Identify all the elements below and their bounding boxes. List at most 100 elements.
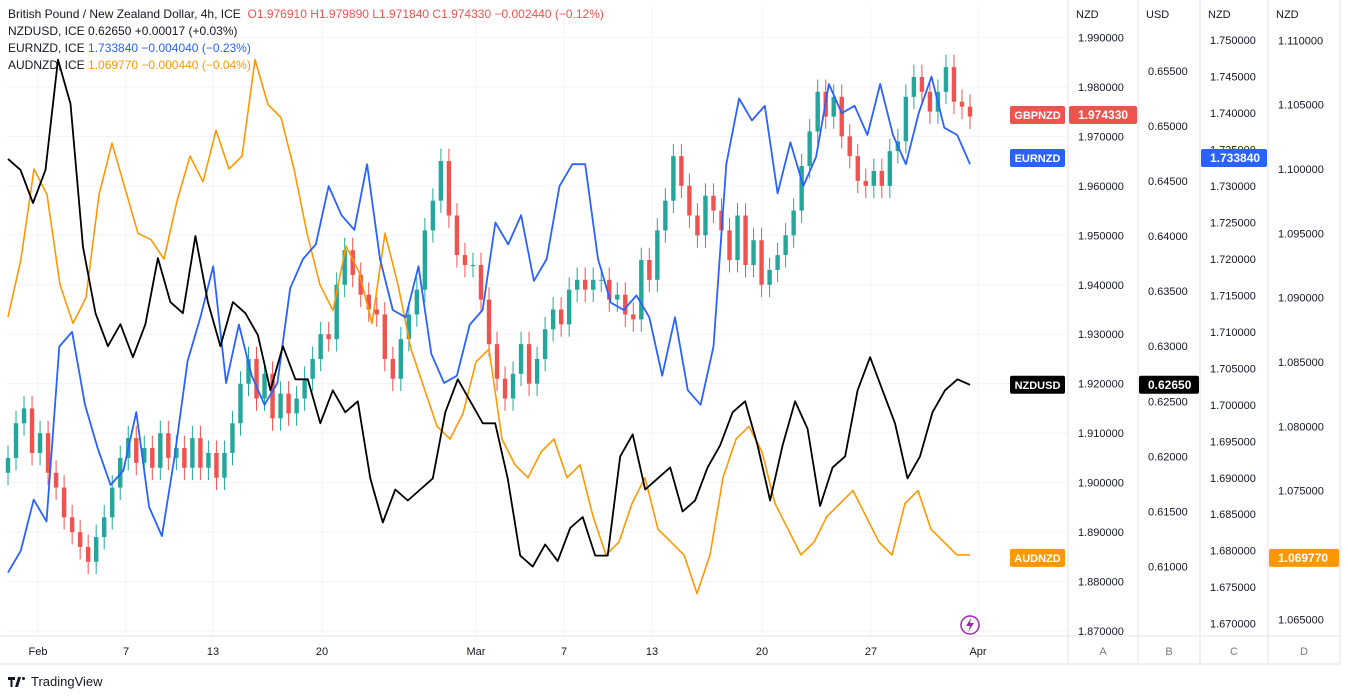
candle-body [286, 393, 291, 414]
time-tick-label: Mar [467, 646, 486, 658]
candle-body [919, 76, 925, 92]
candle-body [366, 294, 371, 310]
candle-body [174, 448, 179, 458]
lightning-icon-glyph [966, 618, 974, 632]
candle-body [182, 448, 187, 468]
eurnzd-line[interactable] [7, 75, 971, 574]
legend-row-audnzd[interactable]: AUDNZD, ICE 1.069770 −0.000440 (−0.04%) [8, 57, 604, 74]
price-tick-label: 0.61500 [1148, 506, 1188, 518]
time-tick-label: 7 [123, 646, 129, 658]
legend-series-name: AUDNZD, ICE [8, 58, 85, 72]
price-tick-label: 1.725000 [1210, 218, 1256, 230]
open-value: 1.976910 [256, 7, 307, 21]
last-price-value: 1.733840 [1210, 151, 1260, 165]
candle-body [13, 423, 19, 458]
nzdusd-line[interactable] [7, 58, 971, 568]
candle-body [518, 344, 524, 374]
tradingview-logo-icon [8, 676, 25, 687]
candle-body [775, 255, 780, 270]
candle-body [414, 289, 420, 315]
series-tag-audnzd[interactable] [1010, 548, 1065, 567]
price-scale-unit-C: NZD [1208, 9, 1231, 21]
candle-body [478, 264, 484, 300]
time-tick-label: 20 [316, 646, 328, 658]
candle-body [270, 373, 275, 419]
legend-series-value: 1.733840 [88, 41, 139, 55]
candle-body [318, 334, 323, 359]
price-tick-label: 1.715000 [1210, 290, 1256, 302]
candle-body [647, 260, 652, 280]
price-tick-label: 1.970000 [1078, 131, 1124, 143]
time-tick-label: 7 [561, 646, 567, 658]
price-tick-label: 1.920000 [1078, 379, 1124, 391]
candle-body [791, 210, 796, 236]
candle-body [69, 517, 75, 533]
candle-body [623, 294, 628, 315]
candle-body [350, 250, 355, 275]
candle-body [510, 373, 516, 399]
last-price-badge [1269, 548, 1339, 567]
price-tick-label: 1.105000 [1278, 100, 1324, 112]
legend-series-name: EURNZD, ICE [8, 41, 85, 55]
legend-row-gbpnzd[interactable]: British Pound / New Zealand Dollar, 4h, … [8, 6, 604, 23]
series-tag-nzdusd[interactable] [1010, 375, 1065, 394]
candle-body [446, 161, 452, 216]
candle-body [815, 91, 820, 132]
candle-body [294, 398, 299, 414]
candle-body [695, 215, 700, 236]
candle-body [607, 279, 612, 300]
candle-body [93, 537, 99, 562]
candle-body [959, 101, 965, 107]
candle-body [863, 180, 868, 186]
candle-body [743, 215, 748, 265]
series-tag-gbpnzd[interactable] [1010, 105, 1065, 124]
price-tick-label: 1.080000 [1278, 421, 1324, 433]
candle-body [911, 76, 917, 97]
last-price-badge [1201, 149, 1267, 168]
candle-body [158, 433, 163, 468]
price-tick-label: 0.63000 [1148, 341, 1188, 353]
candle-body [29, 408, 35, 453]
candle-body [5, 457, 11, 473]
legend-series-change: +0.00017 (+0.03%) [134, 24, 238, 38]
price-tick-label: 0.62000 [1148, 451, 1188, 463]
candle-body [550, 309, 556, 330]
price-tick-label: 1.100000 [1278, 164, 1324, 176]
candle-body [534, 358, 540, 384]
candle-body [799, 166, 804, 211]
price-tick-label: 1.110000 [1278, 35, 1323, 47]
candle-body [494, 344, 500, 379]
lightning-icon[interactable] [960, 615, 980, 635]
legend-series-value: 0.62650 [88, 24, 132, 38]
price-tick-label: 1.085000 [1278, 357, 1324, 369]
candle-body [142, 448, 147, 463]
price-tick-label: 1.750000 [1210, 35, 1256, 47]
candle-body [21, 408, 27, 424]
series-tag-label: EURNZD [1015, 153, 1061, 165]
candle-body [374, 309, 379, 315]
candle-body [967, 106, 973, 117]
candle-body [278, 393, 283, 419]
brand-name: TradingView [31, 674, 103, 689]
candle-body [703, 195, 708, 236]
candle-body [382, 314, 387, 359]
time-tick-label: Feb [29, 646, 48, 658]
candle-body [879, 170, 885, 186]
legend-series-name: NZDUSD, ICE [8, 24, 85, 38]
price-tick-label: 1.680000 [1210, 546, 1256, 558]
price-tick-label: 1.930000 [1078, 329, 1124, 341]
candle-body [526, 344, 532, 384]
candle-body [310, 358, 315, 379]
candle-body [230, 423, 235, 453]
legend-row-eurnzd[interactable]: EURNZD, ICE 1.733840 −0.004040 (−0.23%) [8, 40, 604, 57]
series-tag-label: GBPNZD [1014, 110, 1061, 122]
low-label: L [372, 7, 379, 21]
candle-body [639, 260, 644, 320]
price-scale-letter-D: D [1300, 646, 1308, 658]
footer-brand[interactable]: TradingView [8, 674, 103, 689]
series-tag-eurnzd[interactable] [1010, 149, 1065, 168]
legend-row-nzdusd[interactable]: NZDUSD, ICE 0.62650 +0.00017 (+0.03%) [8, 23, 604, 40]
audnzd-line[interactable] [7, 58, 970, 595]
price-tick-label: 0.64500 [1148, 176, 1188, 188]
